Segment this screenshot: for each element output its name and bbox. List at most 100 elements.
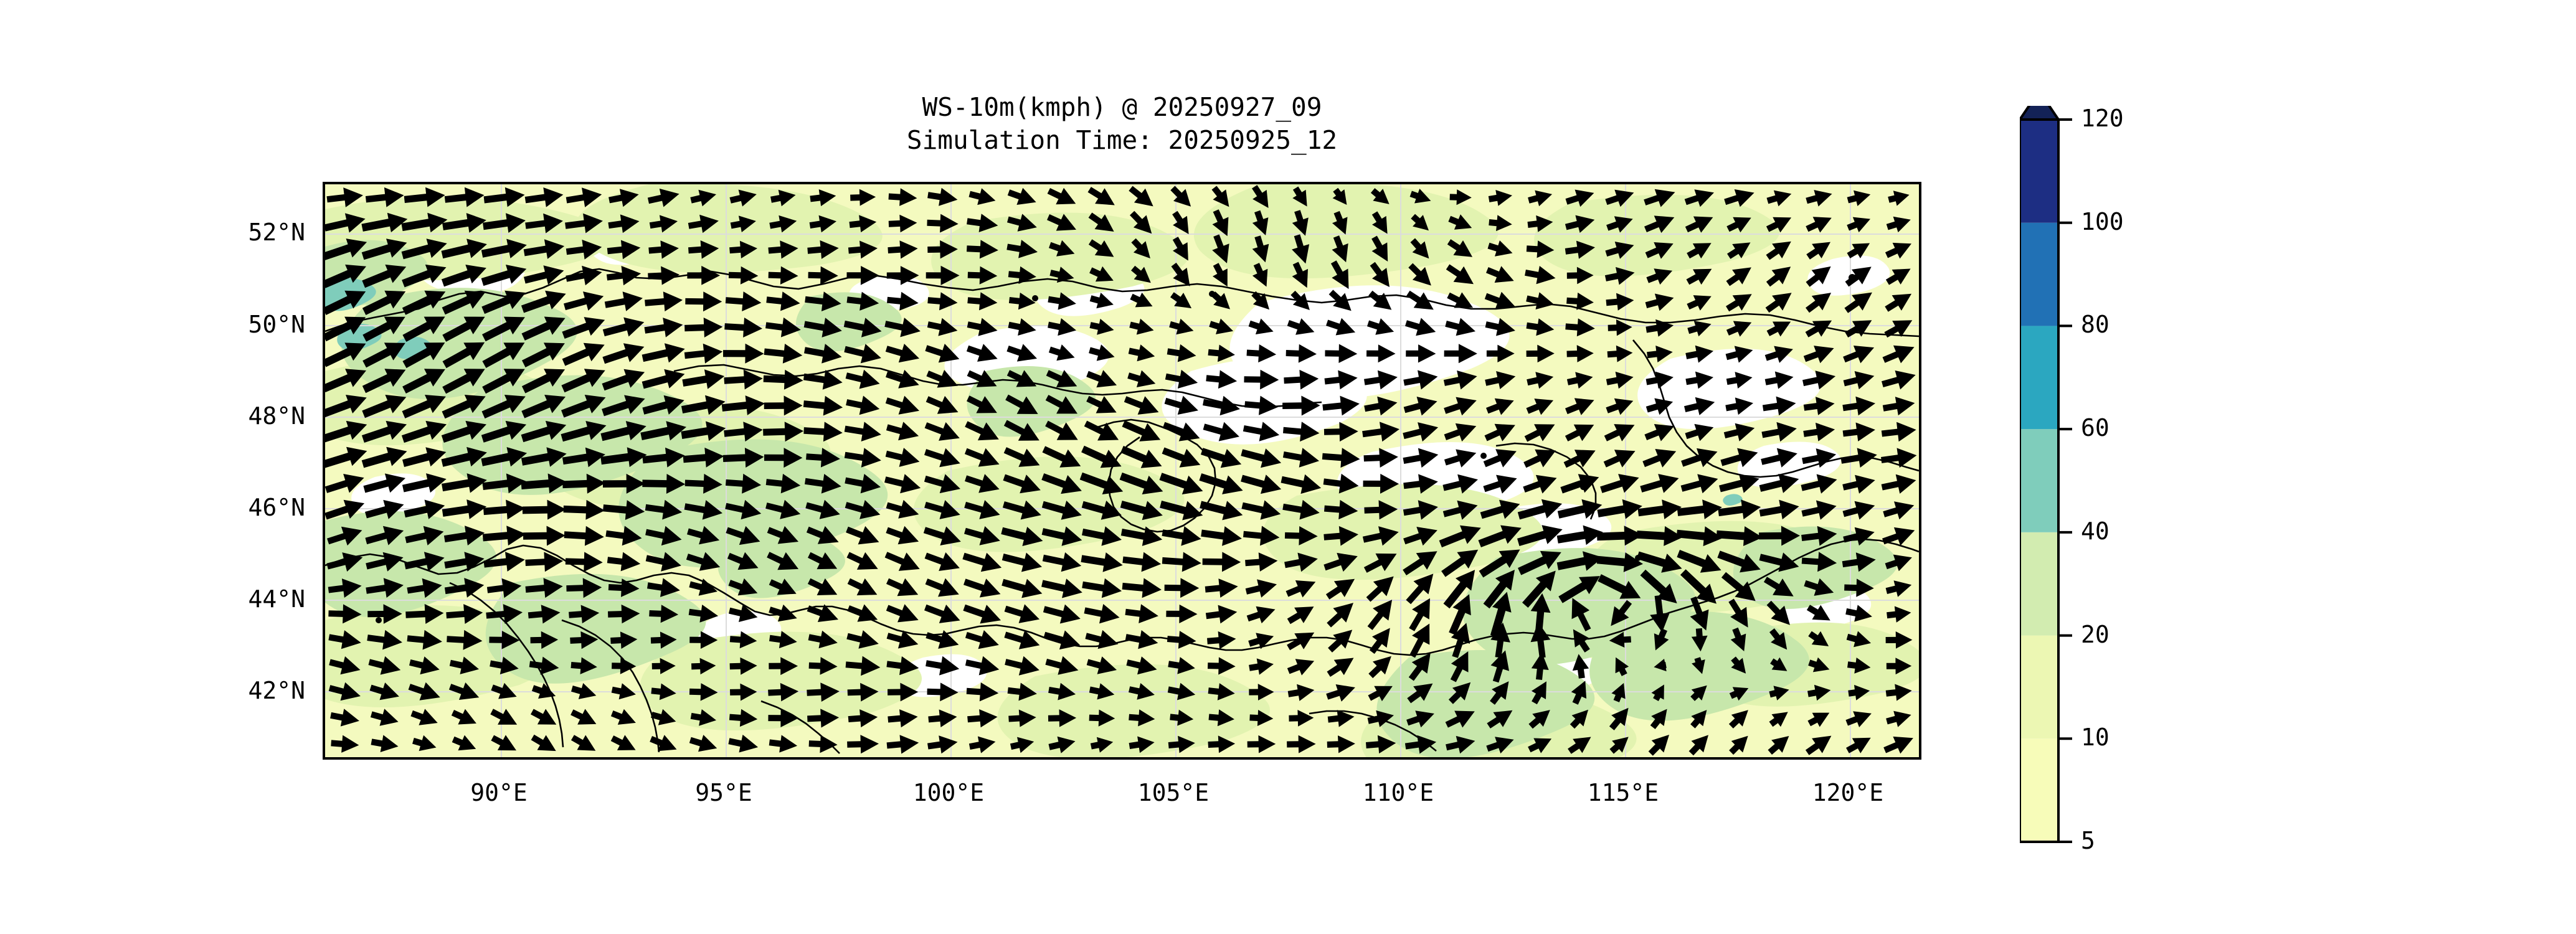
wind-arrow [1806, 242, 1830, 260]
wind-arrow [1524, 424, 1555, 442]
wind-arrow [1087, 187, 1115, 205]
wind-arrow [443, 526, 485, 545]
wind-arrow [1720, 448, 1758, 468]
wind-arrow [1765, 293, 1792, 313]
wind-arrow [965, 656, 1000, 676]
wind-arrow [1089, 293, 1114, 309]
wind-arrow [365, 499, 404, 519]
wind-arrow [1687, 243, 1712, 259]
wind-arrow [1526, 292, 1555, 309]
wind-arrow [1570, 709, 1588, 729]
wind-arrow [1047, 214, 1076, 231]
wind-arrow [1881, 448, 1917, 468]
wind-arrow [1604, 267, 1635, 285]
wind-arrow [1598, 574, 1641, 599]
wind-arrow [1490, 650, 1509, 683]
wind-arrow [1367, 710, 1394, 727]
wind-arrow [1843, 527, 1875, 546]
wind-arrow [642, 343, 685, 363]
wind-arrow [1882, 527, 1915, 546]
wind-arrow [1885, 268, 1911, 285]
wind-arrow [1124, 396, 1159, 415]
wind-arrow [1490, 681, 1509, 705]
wind-arrow [1557, 499, 1603, 519]
wind-arrow [1450, 651, 1469, 682]
wind-arrow [723, 343, 764, 364]
wind-arrow [612, 658, 637, 674]
wind-arrow [1882, 397, 1915, 416]
wind-arrow [967, 395, 997, 413]
wind-arrow [1759, 499, 1799, 520]
wind-arrow [726, 473, 762, 494]
wind-arrow [1845, 267, 1872, 287]
wind-arrow [1048, 736, 1076, 753]
wind-arrow [927, 318, 958, 336]
wind-arrow [1444, 449, 1477, 468]
wind-arrow [1160, 501, 1203, 521]
wind-arrow [1604, 424, 1635, 441]
lat-tick-50: 50°N [248, 311, 305, 338]
wind-arrow [927, 214, 959, 233]
wind-arrow [927, 682, 959, 702]
wind-arrow [1606, 371, 1634, 389]
wind-arrow [807, 240, 839, 259]
wind-arrow [1642, 449, 1677, 468]
wind-arrow [1845, 320, 1872, 337]
wind-arrow [325, 213, 366, 233]
wind-arrow [649, 215, 678, 233]
wind-arrow [1654, 659, 1667, 672]
wind-arrow [442, 316, 485, 342]
wind-arrow [610, 631, 638, 649]
wind-arrow [571, 709, 597, 725]
wind-arrow [605, 526, 642, 546]
wind-arrow [1249, 658, 1274, 675]
wind-arrow [1484, 291, 1516, 310]
wind-arrow [1448, 682, 1471, 704]
wind-arrow [1130, 210, 1152, 234]
wind-arrow [1572, 654, 1589, 679]
wind-arrow [1243, 526, 1280, 546]
wind-arrow [1843, 346, 1875, 364]
colorbar-band-5-10 [2020, 738, 2058, 842]
wind-arrow [491, 682, 517, 699]
wind-arrow [1362, 422, 1399, 442]
wind-arrow [521, 290, 566, 313]
wind-arrow [803, 370, 843, 390]
wind-arrow [1726, 294, 1752, 312]
wind-arrow [1041, 526, 1082, 546]
wind-arrow [523, 239, 565, 259]
wind-arrow [1246, 606, 1276, 624]
wind-arrow [610, 735, 636, 750]
wind-arrow [566, 187, 602, 207]
wind-arrow [767, 552, 799, 570]
wind-arrow [405, 604, 444, 624]
wind-arrow [765, 317, 801, 337]
wind-arrow [1566, 345, 1594, 362]
wind-arrow [1526, 240, 1555, 258]
wind-arrow [968, 188, 996, 205]
wind-arrow [491, 735, 516, 751]
wind-arrow [408, 682, 440, 700]
colorbar-label-5: 5 [2081, 827, 2095, 854]
wind-arrow [1332, 235, 1348, 263]
wind-arrow [1885, 554, 1912, 572]
lon-tick-95: 95°E [695, 779, 752, 806]
wind-arrow [846, 395, 880, 415]
wind-arrow [1808, 631, 1829, 646]
wind-arrow [1605, 242, 1634, 259]
wind-arrow [483, 552, 525, 572]
wind-arrow [531, 709, 557, 725]
wind-arrow [1328, 290, 1352, 311]
wind-arrow [442, 395, 486, 419]
wind-arrow [1596, 552, 1643, 572]
wind-arrow [489, 631, 520, 649]
wind-arrow [924, 422, 960, 441]
wind-arrow [924, 474, 960, 494]
wind-arrow [1522, 570, 1556, 608]
wind-arrow [844, 422, 881, 441]
wind-arrow [1211, 291, 1230, 309]
wind-arrow [724, 369, 763, 390]
wind-arrow [1483, 449, 1517, 468]
wind-arrow [1885, 242, 1911, 259]
wind-arrow [1403, 448, 1439, 468]
